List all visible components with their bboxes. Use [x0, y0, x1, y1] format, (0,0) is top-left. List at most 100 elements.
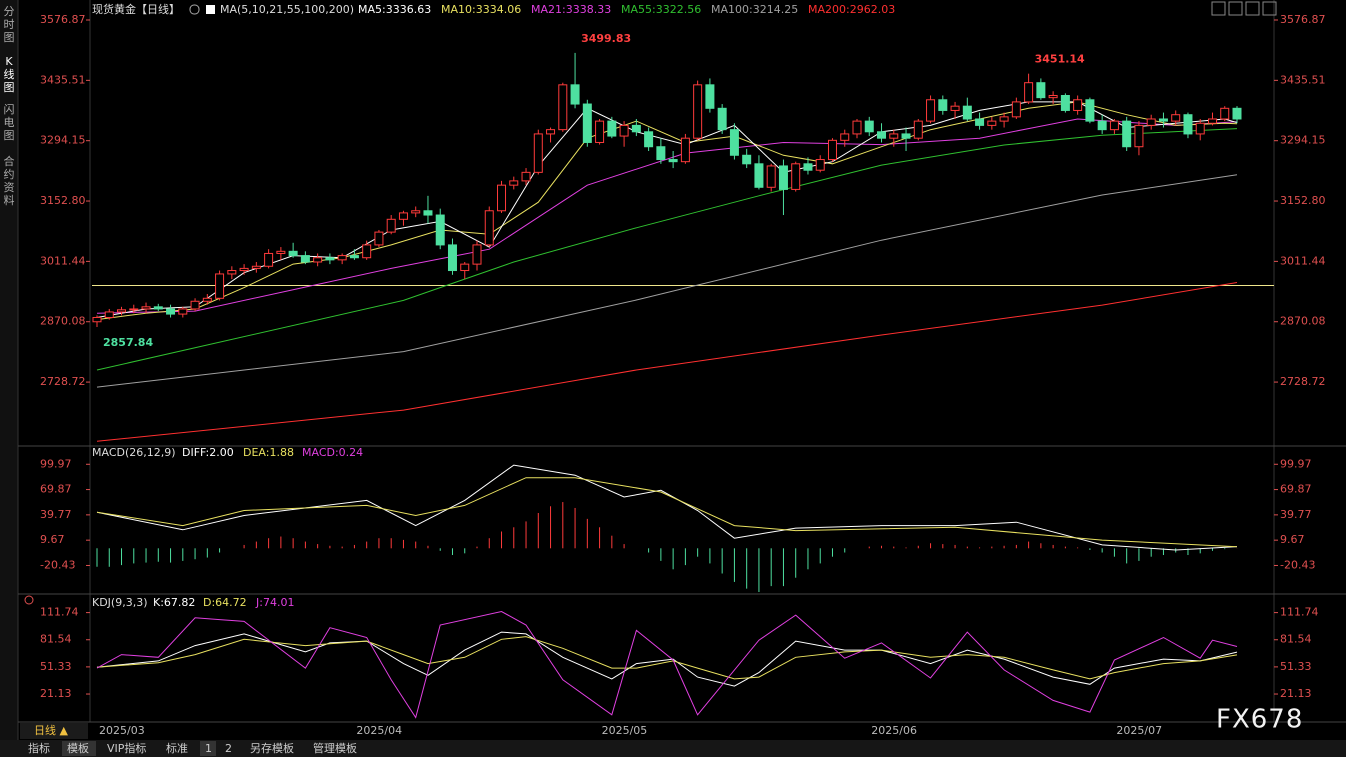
indicator-line: [96, 477, 1238, 548]
candle-body: [325, 257, 335, 261]
candle-body: [447, 244, 457, 272]
indicator-line: [96, 282, 1238, 442]
candle-body: [264, 252, 274, 267]
candle-body: [558, 84, 568, 131]
legend-entry: MA5:3336.63: [358, 3, 431, 16]
candle-body: [999, 116, 1009, 122]
y-tick-label: 39.77: [40, 508, 72, 521]
candle-body: [166, 308, 176, 315]
candle-body: [92, 316, 102, 323]
y-tick-label: 81.54: [1280, 633, 1312, 646]
y-tick-label: 111.74: [40, 606, 79, 619]
y-tick-label: 3152.80: [40, 194, 86, 207]
candle-body: [288, 250, 298, 257]
sidebar-tab[interactable]: K 线图: [4, 55, 15, 94]
candle-body: [962, 105, 972, 120]
candle-body: [644, 131, 654, 148]
candle-body: [1036, 82, 1046, 99]
y-tick-label: 3576.87: [1280, 13, 1326, 26]
y-tick-label: -20.43: [1280, 558, 1315, 571]
toolbar-item[interactable]: 标准: [166, 741, 188, 755]
toolbar-item[interactable]: 模板: [67, 741, 89, 755]
candle-body: [1109, 120, 1119, 131]
legend-entry: MACD:0.24: [302, 446, 363, 459]
candle-body: [815, 159, 825, 171]
sidebar-tab[interactable]: 闪电图: [4, 102, 15, 142]
toolbar-item[interactable]: 2: [225, 742, 232, 755]
price-annotation: 3451.14: [1035, 53, 1085, 66]
candle-body: [889, 133, 899, 139]
legend-entry: J:74.01: [255, 596, 294, 609]
candle-body: [840, 133, 850, 141]
sidebar-tab[interactable]: 合约资料: [4, 154, 15, 207]
toolbar-active[interactable]: [62, 741, 96, 756]
candle-body: [472, 244, 482, 265]
candle-body: [178, 308, 188, 315]
toolbar-item[interactable]: 指标: [28, 741, 50, 755]
candle-body: [1195, 122, 1205, 135]
y-tick-label: 9.67: [1280, 533, 1305, 546]
candle-body: [141, 306, 151, 310]
toolbar-item[interactable]: 管理模板: [313, 741, 357, 755]
candle-body: [803, 163, 813, 171]
candle-body: [754, 163, 764, 188]
candle-body: [680, 137, 690, 163]
candle-body: [791, 163, 801, 190]
candle-body: [717, 107, 727, 131]
sidebar: [0, 0, 18, 740]
legend-entry: DIFF:2.00: [182, 446, 234, 459]
legend-entry: D:64.72: [203, 596, 247, 609]
candle-body: [300, 255, 310, 263]
icon[interactable]: [1211, 1, 1226, 16]
y-tick-label: 3011.44: [40, 254, 86, 267]
candle-body: [423, 210, 433, 216]
icon[interactable]: [1262, 1, 1277, 16]
toolbar-active[interactable]: [200, 741, 216, 756]
y-tick-label: 2728.72: [40, 375, 86, 388]
legend-entry: K:67.82: [153, 596, 195, 609]
indicator-line: [96, 174, 1238, 388]
kdj-settings-icon[interactable]: [24, 595, 34, 605]
candle-body: [619, 124, 629, 137]
candle-body: [864, 120, 874, 133]
toolbar-item[interactable]: 另存模板: [250, 741, 294, 755]
candle-body: [901, 133, 911, 139]
icon[interactable]: [1228, 1, 1243, 16]
period-button[interactable]: [20, 723, 88, 739]
watermark: FX678: [1216, 705, 1303, 735]
toolbar-item[interactable]: VIP指标: [107, 741, 146, 755]
candle-body: [202, 297, 212, 302]
candle-body: [521, 171, 531, 182]
candle-body: [631, 124, 641, 133]
toolbar-item[interactable]: 1: [205, 742, 212, 755]
candle-body: [1024, 82, 1034, 103]
indicator-line: [96, 631, 1238, 687]
x-tick-label: 2025/03: [99, 724, 145, 737]
candle-body: [435, 214, 445, 246]
y-tick-label: -20.43: [40, 558, 75, 571]
panel-title: KDJ(9,3,3): [92, 596, 148, 609]
y-tick-label: 3294.15: [40, 134, 86, 147]
panel-title: MACD(26,12,9): [92, 446, 176, 459]
y-tick-label: 3294.15: [1280, 134, 1326, 147]
x-tick-label: 2025/07: [1116, 724, 1162, 737]
candle-body: [215, 273, 225, 299]
candle-body: [950, 105, 960, 111]
y-tick-label: 99.97: [40, 457, 72, 470]
y-tick-label: 3435.51: [1280, 73, 1326, 86]
candle-body: [1183, 114, 1193, 135]
candle-body: [1146, 118, 1156, 126]
legend-entry: DEA:1.88: [243, 446, 294, 459]
ma-toggle[interactable]: [189, 4, 200, 15]
candle-body: [251, 265, 261, 269]
candle-body: [1134, 124, 1144, 148]
x-tick-label: 2025/05: [602, 724, 648, 737]
y-tick-label: 3576.87: [40, 13, 86, 26]
icon[interactable]: [1245, 1, 1260, 16]
period-label[interactable]: 日线 ▲: [34, 723, 68, 737]
candle-body: [570, 84, 580, 105]
sidebar-tab[interactable]: 分时图: [4, 5, 15, 44]
candle-body: [1011, 101, 1021, 118]
candle-body: [1122, 120, 1132, 148]
